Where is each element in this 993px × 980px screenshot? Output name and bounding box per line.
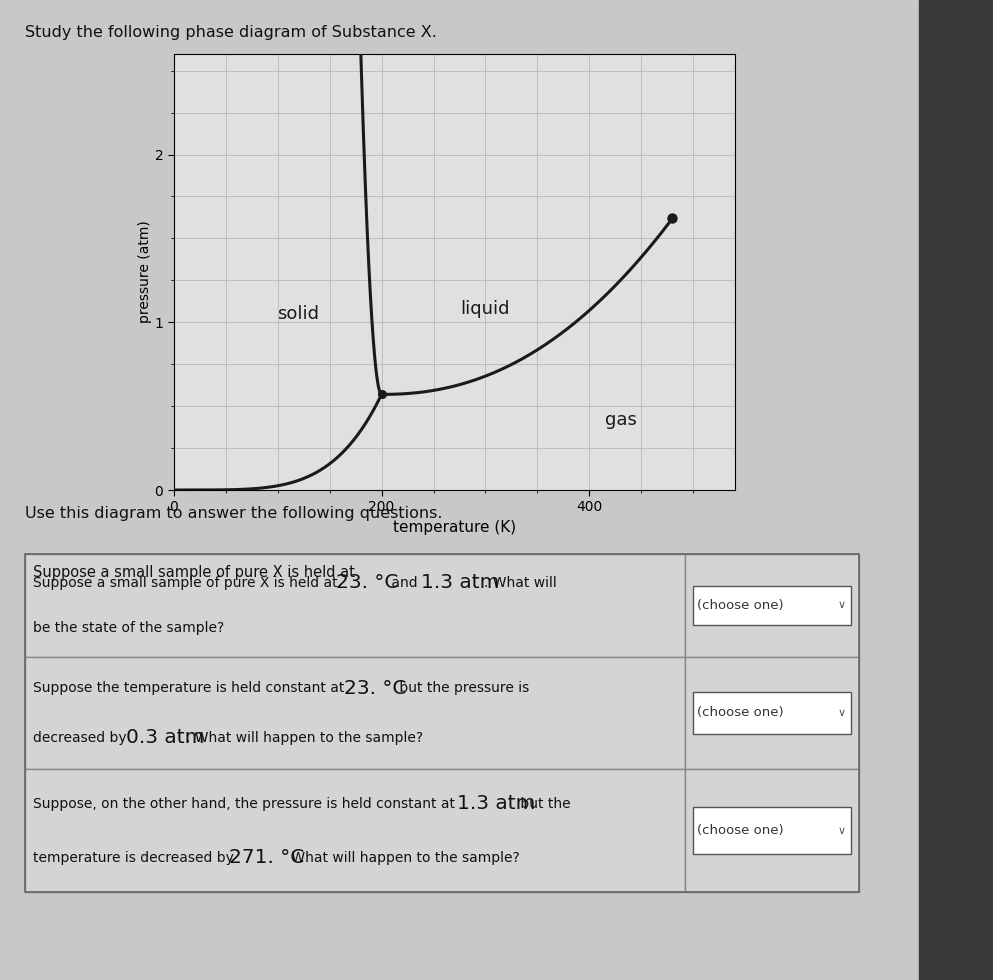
Text: Study the following phase diagram of Substance X.: Study the following phase diagram of Sub… (25, 24, 437, 39)
Text: Suppose the temperature is held constant at: Suppose the temperature is held constant… (33, 681, 349, 695)
Text: Suppose a small sample of pure X is held at: Suppose a small sample of pure X is held… (33, 575, 342, 590)
Text: decreased by: decreased by (33, 731, 131, 745)
Text: 23. °C: 23. °C (344, 679, 406, 698)
Text: Suppose a small sample of pure X is held at: Suppose a small sample of pure X is held… (33, 565, 359, 580)
Text: . What will happen to the sample?: . What will happen to the sample? (186, 731, 423, 745)
Text: ∨: ∨ (837, 708, 845, 718)
Text: ∨: ∨ (837, 825, 845, 836)
Text: but the: but the (516, 797, 571, 810)
Text: solid: solid (277, 305, 320, 322)
Text: 0.3 atm: 0.3 atm (126, 728, 205, 747)
Text: gas: gas (605, 411, 637, 428)
Text: temperature is decreased by: temperature is decreased by (33, 851, 238, 864)
Text: Use this diagram to answer the following questions.: Use this diagram to answer the following… (25, 506, 442, 520)
Y-axis label: pressure (atm): pressure (atm) (138, 220, 152, 323)
Text: (choose one): (choose one) (697, 599, 783, 612)
Text: be the state of the sample?: be the state of the sample? (33, 620, 224, 635)
Text: ∨: ∨ (837, 600, 845, 611)
Text: Suppose, on the other hand, the pressure is held constant at: Suppose, on the other hand, the pressure… (33, 797, 459, 810)
Text: liquid: liquid (461, 300, 510, 318)
Text: 1.3 atm: 1.3 atm (421, 573, 499, 592)
Text: 23. °C: 23. °C (336, 573, 398, 592)
Text: 1.3 atm: 1.3 atm (457, 794, 535, 813)
Text: What will happen to the sample?: What will happen to the sample? (287, 851, 519, 864)
Text: and: and (387, 575, 422, 590)
X-axis label: temperature (K): temperature (K) (393, 520, 515, 535)
Text: . What will: . What will (484, 575, 556, 590)
Text: (choose one): (choose one) (697, 707, 783, 719)
Text: but the pressure is: but the pressure is (395, 681, 529, 695)
Text: 271. °C: 271. °C (229, 848, 305, 867)
Text: (choose one): (choose one) (697, 824, 783, 837)
